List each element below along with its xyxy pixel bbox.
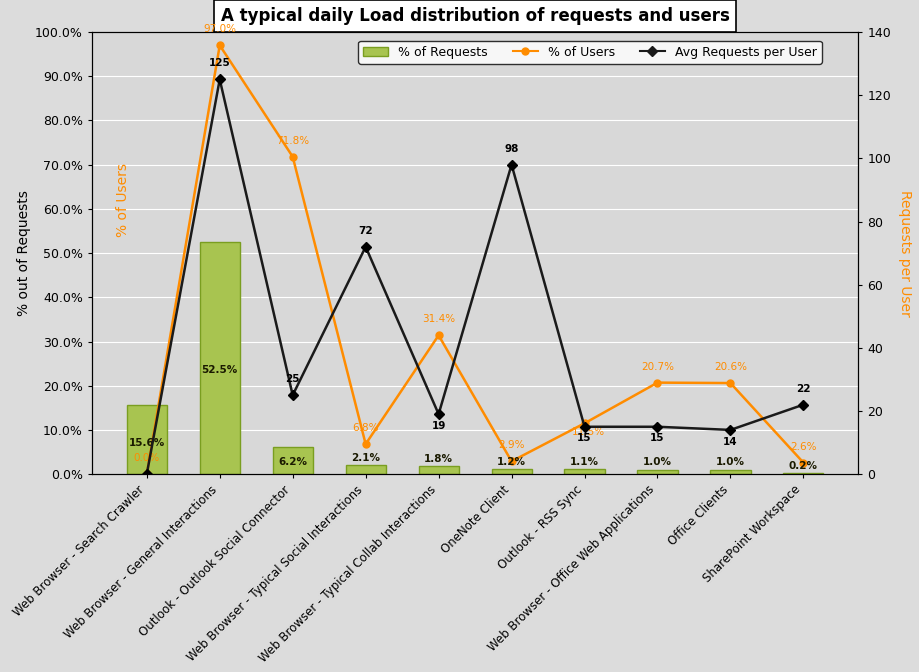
Text: 15: 15 [577,433,592,444]
Bar [492,469,531,474]
Text: 2.9%: 2.9% [498,440,525,450]
Bar [710,470,751,474]
Text: % of Users: % of Users [116,163,130,237]
Text: 52.5%: 52.5% [201,365,238,375]
Text: 1.8%: 1.8% [424,454,453,464]
Text: 1.2%: 1.2% [497,456,526,466]
Legend: % of Requests, % of Users, Avg Requests per User: % of Requests, % of Users, Avg Requests … [358,40,822,64]
Text: 15.6%: 15.6% [129,438,165,448]
Text: 0.0%: 0.0% [133,453,160,463]
Text: 22: 22 [796,384,811,394]
Text: 15: 15 [651,433,664,444]
Bar [418,466,459,474]
Y-axis label: % out of Requests: % out of Requests [17,190,31,316]
Text: 20.7%: 20.7% [641,362,674,372]
Text: 72: 72 [358,226,373,236]
Text: 20.6%: 20.6% [714,362,747,372]
Text: 19: 19 [431,421,446,431]
Text: 11.5%: 11.5% [573,427,606,437]
Text: 6.8%: 6.8% [352,423,379,433]
Text: 31.4%: 31.4% [422,314,455,324]
Y-axis label: Requests per User: Requests per User [898,190,912,317]
Text: 2.1%: 2.1% [351,453,380,462]
Text: 1.0%: 1.0% [643,458,672,468]
Text: 1.1%: 1.1% [570,457,599,467]
Text: 125: 125 [209,58,231,69]
Bar [199,242,240,474]
Text: 71.8%: 71.8% [276,136,310,146]
Bar [564,469,605,474]
Bar [783,473,823,474]
Text: 14: 14 [723,437,738,447]
Bar [127,405,167,474]
Text: 1.0%: 1.0% [716,458,745,468]
Text: 98: 98 [505,144,518,154]
Text: 0.2%: 0.2% [789,461,818,471]
Bar [273,447,312,474]
Bar [638,470,677,474]
Title: A typical daily Load distribution of requests and users: A typical daily Load distribution of req… [221,7,730,25]
Text: 25: 25 [286,374,300,384]
Bar [346,465,386,474]
Text: 2.6%: 2.6% [790,442,817,452]
Text: 97.0%: 97.0% [203,24,236,34]
Text: 6.2%: 6.2% [278,457,307,467]
